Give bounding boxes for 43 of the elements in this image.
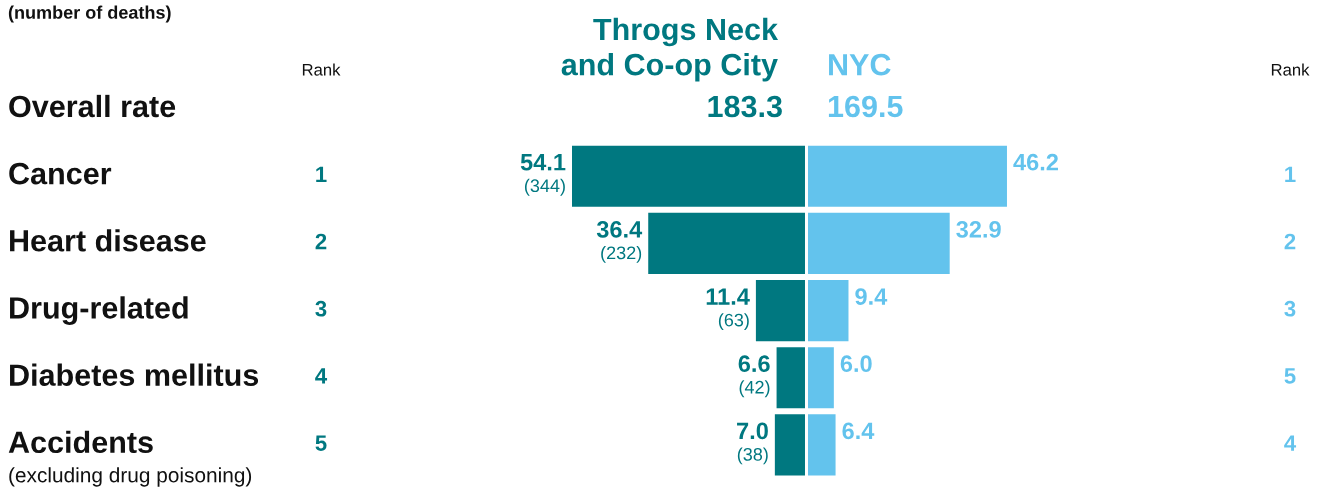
data-label: 6.6 (42) [738, 355, 770, 398]
text: 169.5 [828, 95, 903, 118]
bar [808, 414, 836, 476]
bar [808, 212, 950, 274]
data-label: 6.4 [842, 422, 875, 440]
text: NYC [829, 53, 891, 76]
data-label: 7.0 (38) [737, 422, 768, 465]
text: 1 [316, 166, 327, 182]
data-label: 32.9 [956, 221, 1001, 238]
text: 5 [315, 435, 327, 451]
text: 4 [315, 368, 328, 384]
bar [808, 347, 834, 409]
data-label: 11.4 (63) [706, 288, 750, 330]
data-label: 9.4 [855, 288, 888, 305]
text: 3 [1284, 300, 1296, 317]
bar [808, 145, 1007, 207]
text: 183.3 [708, 95, 782, 118]
data-label: 6.0 [840, 355, 872, 373]
text: 1 [1285, 166, 1296, 182]
bar [776, 347, 805, 409]
bar [808, 280, 849, 342]
data-label: 46.2 [1013, 153, 1058, 171]
text: 4 [1284, 435, 1297, 451]
bar [774, 414, 805, 476]
data-label: 54.1 (344) [520, 154, 566, 196]
text: (number of deaths) [8, 5, 171, 23]
y-tick-label: Heart disease [10, 229, 206, 252]
data-label: 36.4 (232) [596, 221, 643, 263]
y-tick-label: Overall rate [9, 94, 176, 118]
text: 5 [1284, 368, 1296, 384]
text: Rank [302, 63, 341, 76]
bar [755, 280, 805, 342]
bar [648, 212, 805, 274]
y-tick-label: Drug-related [10, 296, 188, 325]
y-tick-label: Diabetes mellitus [10, 363, 259, 386]
text: 3 [315, 300, 327, 317]
y-tick-label: Accidents (excluding drug poisoning) [8, 430, 252, 487]
text: 2 [315, 233, 327, 250]
text: Rank [1271, 63, 1310, 76]
text: Throgs Neck and Co-op City [561, 17, 779, 82]
text: 2 [1284, 233, 1296, 250]
y-tick-label: Cancer [9, 162, 112, 185]
bar [572, 145, 805, 207]
